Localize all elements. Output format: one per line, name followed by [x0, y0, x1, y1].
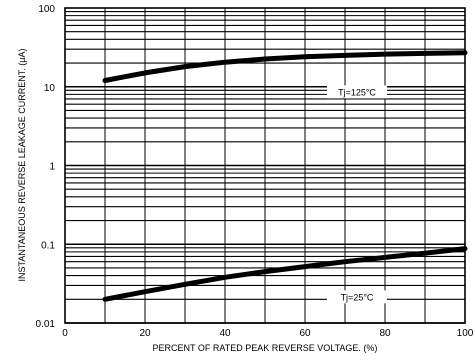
- x-tick-label: 100: [457, 328, 474, 339]
- y-tick-label: 0.1: [41, 240, 55, 251]
- series-annotation-0: Tj=125°C: [338, 87, 376, 97]
- plot-frame: [64, 7, 466, 324]
- chart-grid: [64, 8, 466, 324]
- series-group: [102, 50, 468, 302]
- x-tick-label: 80: [379, 328, 391, 339]
- y-tick-label: 10: [44, 83, 56, 94]
- annotation-bg: [327, 290, 387, 304]
- x-tick-label: 40: [219, 328, 231, 339]
- annotation-group: Tj=125°C Tj=25°C: [327, 85, 387, 304]
- y-axis-label: INSTANTANEOUS REVERSE LEAKAGE CURRENT. (…: [17, 49, 27, 282]
- series-annotation-1: Tj=25°C: [341, 292, 374, 302]
- x-tick-label: 20: [139, 328, 151, 339]
- annotation-bg: [327, 85, 387, 99]
- y-tick-label: 1: [49, 162, 55, 173]
- series-line-0: [102, 50, 468, 83]
- y-tick-label: 100: [38, 4, 55, 15]
- y-tick-label: 0.01: [36, 319, 56, 330]
- x-axis-label: PERCENT OF RATED PEAK REVERSE VOLTAGE. (…: [153, 343, 378, 353]
- series-line-1: [102, 246, 468, 302]
- plot-border: [64, 7, 466, 324]
- x-tick-label: 60: [299, 328, 311, 339]
- tick-labels: 0 20 40 60 80 100 0.01 0.1 1 10 100: [36, 4, 474, 339]
- x-tick-label: 0: [62, 328, 68, 339]
